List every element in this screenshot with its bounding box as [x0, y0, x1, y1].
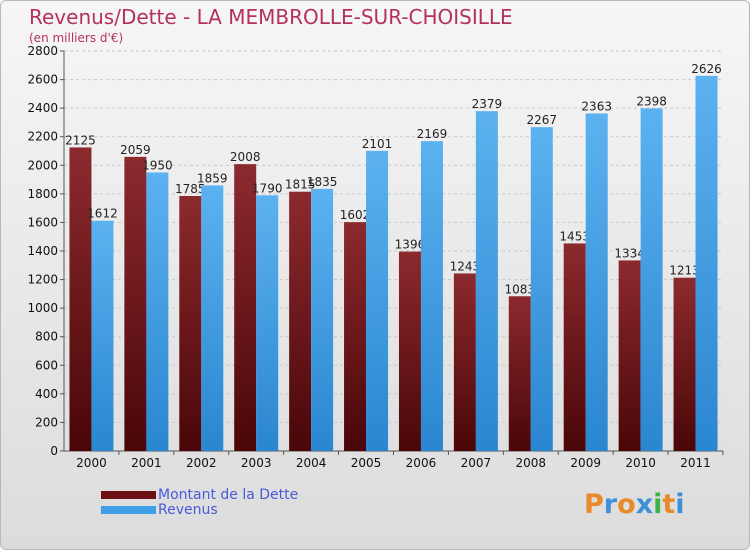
x-tick-label: 2010 [625, 456, 656, 470]
data-label-revenus: 1859 [197, 171, 228, 185]
bar-dette [124, 156, 147, 451]
bar-revenus [146, 172, 169, 451]
bar-dette [453, 273, 476, 451]
data-label-revenus: 1950 [142, 158, 173, 172]
data-label-revenus: 2379 [472, 97, 503, 111]
x-tick-label: 2006 [406, 456, 437, 470]
y-tick-label: 2200 [27, 130, 58, 144]
x-tick-label: 2011 [680, 456, 711, 470]
bar-dette [179, 196, 202, 451]
legend-label-revenus: Revenus [158, 501, 218, 518]
x-tick-label: 2002 [186, 456, 217, 470]
x-tick-label: 2005 [351, 456, 382, 470]
y-tick-label: 2800 [27, 44, 58, 58]
data-label-revenus: 2363 [581, 99, 612, 113]
bar-revenus [256, 195, 279, 451]
bar-revenus [530, 127, 553, 452]
legend-item-revenus: Revenus [101, 501, 298, 518]
legend-swatch-dette [101, 490, 156, 499]
bar-dette [508, 296, 531, 451]
chart-title: Revenus/Dette - LA MEMBROLLE-SUR-CHOISIL… [29, 5, 513, 29]
x-tick-label: 2008 [516, 456, 547, 470]
legend-swatch-revenus [101, 505, 156, 514]
data-label-revenus: 2626 [691, 62, 722, 76]
bar-dette [673, 277, 696, 451]
data-label-dette: 1334 [614, 246, 645, 260]
x-tick-label: 2003 [241, 456, 272, 470]
logo-letter: t [662, 489, 676, 520]
y-tick-label: 1000 [27, 301, 58, 315]
bar-revenus [420, 141, 443, 451]
x-tick-label: 2007 [461, 456, 492, 470]
data-label-revenus: 1612 [87, 207, 118, 221]
x-tick-label: 2001 [131, 456, 162, 470]
legend-label-dette: Montant de la Dette [158, 486, 299, 503]
bar-revenus [640, 108, 663, 451]
data-label-dette: 1213 [669, 264, 700, 278]
bar-revenus [201, 185, 224, 451]
data-label-revenus: 2398 [636, 94, 667, 108]
bar-revenus [585, 113, 608, 451]
bar-dette [69, 147, 92, 451]
bar-revenus [475, 111, 498, 452]
data-label-dette: 1396 [395, 238, 426, 252]
y-tick-label: 1200 [27, 273, 58, 287]
bar-revenus [91, 220, 114, 451]
y-tick-label: 400 [35, 387, 58, 401]
y-tick-label: 1800 [27, 187, 58, 201]
logo-letter: r [603, 489, 618, 520]
y-tick-label: 200 [35, 415, 58, 429]
bar-dette [289, 191, 312, 451]
data-label-revenus: 2169 [417, 127, 448, 141]
y-tick-label: 2400 [27, 101, 58, 115]
bar-revenus [695, 75, 718, 451]
data-label-revenus: 1790 [252, 181, 283, 195]
y-tick-label: 0 [50, 444, 58, 458]
bar-revenus [366, 150, 389, 451]
data-label-revenus: 2101 [362, 137, 393, 151]
logo-letter: o [617, 489, 636, 520]
proxiti-logo: Proxiti [584, 489, 685, 520]
y-tick-label: 2000 [27, 158, 58, 172]
bar-dette [344, 222, 367, 451]
y-tick-label: 1400 [27, 244, 58, 258]
bar-dette [398, 251, 421, 451]
legend: Montant de la Dette Revenus [101, 486, 299, 518]
data-label-dette: 2008 [230, 150, 261, 164]
x-tick-label: 2009 [570, 456, 601, 470]
data-label-dette: 1453 [559, 229, 590, 243]
legend-item-dette: Montant de la Dette [101, 486, 299, 503]
chart-subtitle: (en milliers d'€) [29, 31, 124, 45]
bar-revenus [311, 188, 334, 451]
data-label-dette: 1785 [175, 182, 206, 196]
bar-dette [618, 260, 641, 451]
data-label-revenus: 2267 [527, 113, 558, 127]
y-tick-label: 800 [35, 330, 58, 344]
data-label-revenus: 1835 [307, 175, 338, 189]
data-label-dette: 1243 [450, 259, 481, 273]
bar-dette [563, 243, 586, 451]
data-label-dette: 1602 [340, 208, 371, 222]
data-label-dette: 2125 [65, 133, 96, 147]
y-tick-label: 600 [35, 358, 58, 372]
data-label-dette: 2059 [120, 143, 151, 157]
data-label-dette: 1815 [285, 178, 316, 192]
y-tick-label: 2600 [27, 73, 58, 87]
x-tick-label: 2000 [76, 456, 107, 470]
logo-letter: i [653, 489, 663, 520]
logo-letter: x [635, 489, 654, 520]
data-label-dette: 1083 [505, 282, 536, 296]
bar-dette [234, 164, 257, 451]
logo-letter: i [675, 489, 685, 520]
x-tick-label: 2004 [296, 456, 327, 470]
y-tick-label: 1600 [27, 215, 58, 229]
logo-letter: P [584, 489, 604, 520]
